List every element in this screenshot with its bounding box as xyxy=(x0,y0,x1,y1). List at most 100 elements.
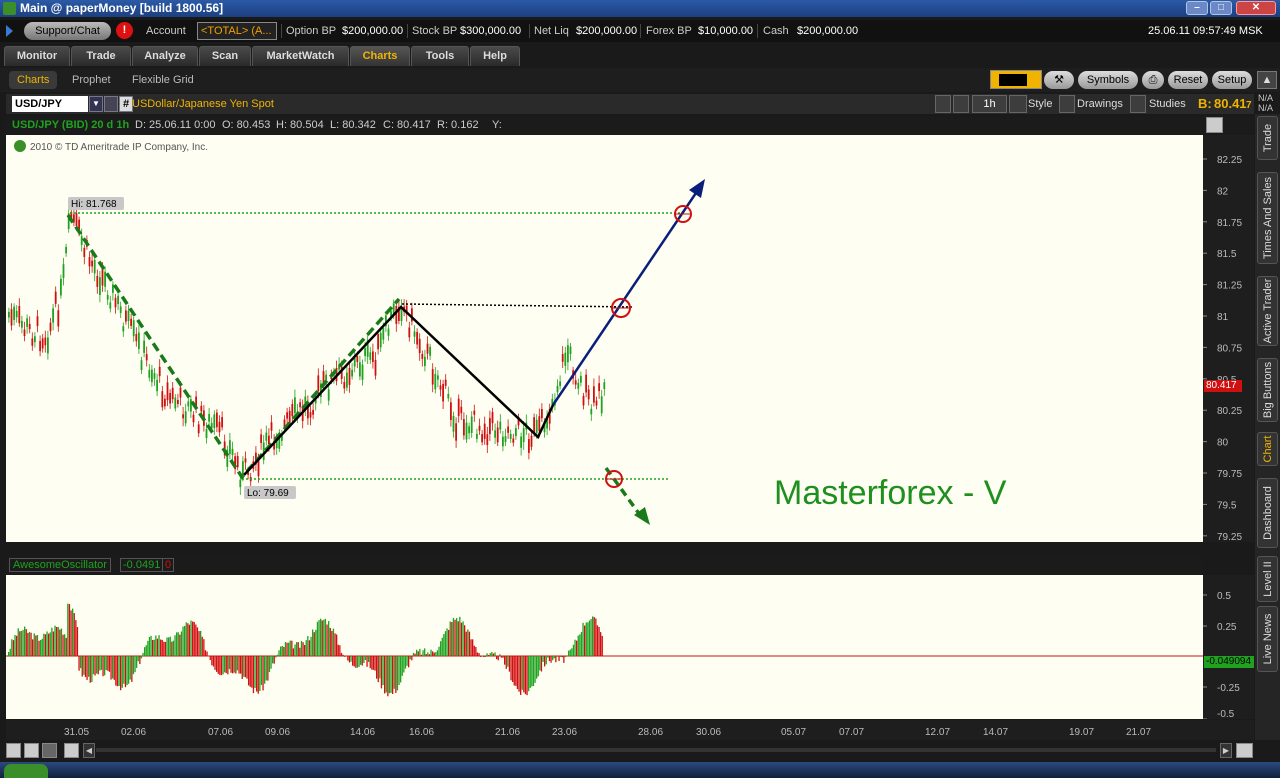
candle xyxy=(574,380,577,385)
side-tab-chart[interactable]: Chart xyxy=(1257,432,1278,466)
wrench-icon[interactable]: ⚒ xyxy=(1044,71,1074,89)
osc-bar xyxy=(537,656,539,677)
tab-tools[interactable]: Tools xyxy=(411,46,469,66)
chart-style-icon[interactable] xyxy=(1009,95,1027,113)
setup-button[interactable]: Setup xyxy=(1212,71,1252,89)
candle xyxy=(23,329,26,337)
date-tick: 12.07 xyxy=(925,727,950,738)
osc-bar xyxy=(363,656,365,664)
navy-arrowhead xyxy=(689,179,705,198)
oscillator-chart[interactable] xyxy=(6,575,1203,719)
info-close: C: 80.417 xyxy=(383,119,431,131)
osc-bar xyxy=(297,642,299,656)
zoom-icon[interactable] xyxy=(953,95,969,113)
subtab-flexible-grid[interactable]: Flexible Grid xyxy=(132,74,194,86)
scroll-right-icon[interactable]: ▶ xyxy=(1220,743,1232,758)
hash-button[interactable]: # xyxy=(119,96,133,112)
candle xyxy=(117,295,119,305)
osc-bar xyxy=(438,646,440,656)
osc-bar xyxy=(569,649,571,656)
candle xyxy=(418,338,421,354)
zoom-in-icon[interactable] xyxy=(24,743,39,758)
tab-analyze[interactable]: Analyze xyxy=(132,46,198,66)
osc-bar xyxy=(14,634,16,656)
side-tab-live-news[interactable]: Live News xyxy=(1257,606,1278,672)
copyright-text: 2010 © TD Ameritrade IP Company, Inc. xyxy=(30,142,208,153)
candle xyxy=(470,416,473,433)
osc-bar xyxy=(388,656,391,694)
account-selector[interactable]: <TOTAL> (A... xyxy=(197,22,277,40)
candle xyxy=(208,414,210,422)
scroll-left-icon[interactable]: ◀ xyxy=(83,743,95,758)
tab-help[interactable]: Help xyxy=(470,46,520,66)
osc-bar xyxy=(464,625,466,656)
crosshair-icon[interactable] xyxy=(935,95,951,113)
osc-bar xyxy=(416,649,418,656)
oscillator-name[interactable]: AwesomeOscillator xyxy=(9,558,111,572)
side-tab-dashboard[interactable]: Dashboard xyxy=(1257,478,1278,548)
horizontal-scrollbar[interactable] xyxy=(96,748,1216,752)
side-tab-big-buttons[interactable]: Big Buttons xyxy=(1257,358,1278,422)
chart-settings-icon[interactable] xyxy=(1206,117,1223,133)
reset-button[interactable]: Reset xyxy=(1168,71,1208,89)
subtab-prophet[interactable]: Prophet xyxy=(72,74,111,86)
maximize-icon[interactable]: □ xyxy=(1210,1,1232,15)
candle xyxy=(221,417,223,428)
osc-bar xyxy=(494,652,496,656)
date-tick: 21.07 xyxy=(1126,727,1151,738)
osc-bar xyxy=(379,656,381,679)
osc-bar xyxy=(108,656,111,672)
pencil-icon[interactable] xyxy=(1059,95,1075,113)
osc-bar xyxy=(484,656,487,658)
osc-bar xyxy=(497,656,499,661)
osc-bar xyxy=(340,652,343,656)
collapse-arrow-icon[interactable] xyxy=(6,25,13,37)
cursor-icon[interactable] xyxy=(64,743,79,758)
price-chart[interactable]: Hi: 81.768 Lo: 79.69 2010 © TD Ameritrad… xyxy=(6,135,1203,542)
start-button[interactable] xyxy=(4,764,48,778)
alert-icon[interactable]: ! xyxy=(116,22,133,39)
side-tab-trade[interactable]: Trade xyxy=(1257,116,1278,160)
candle xyxy=(437,375,439,380)
tab-scan[interactable]: Scan xyxy=(199,46,251,66)
studies-icon[interactable] xyxy=(1130,95,1146,113)
candle xyxy=(587,389,590,400)
subtab-charts[interactable]: Charts xyxy=(9,71,58,89)
tab-charts[interactable]: Charts xyxy=(350,46,410,66)
print-icon[interactable]: ⎙ xyxy=(1142,71,1164,89)
support-chat-button[interactable]: Support/Chat xyxy=(24,22,111,40)
osc-bar xyxy=(148,637,151,656)
date-tick: 28.06 xyxy=(638,727,663,738)
tab-marketwatch[interactable]: MarketWatch xyxy=(252,46,349,66)
side-tab-level-ii[interactable]: Level II xyxy=(1257,556,1278,602)
osc-bar xyxy=(83,656,85,675)
candle xyxy=(392,303,395,314)
osc-bar xyxy=(396,656,399,691)
fast-forward-icon[interactable] xyxy=(1236,743,1253,758)
drawings-button[interactable]: Drawings xyxy=(1077,98,1123,110)
side-tab-times-and-sales[interactable]: Times And Sales xyxy=(1257,172,1278,264)
symbol-input[interactable]: USD/JPY xyxy=(12,96,88,112)
minimize-icon[interactable]: – xyxy=(1186,1,1208,15)
symbol-dropdown-icon[interactable]: ▼ xyxy=(89,96,103,112)
style-button[interactable]: Style xyxy=(1028,98,1053,110)
candle xyxy=(57,310,60,327)
candle xyxy=(502,436,504,447)
tab-monitor[interactable]: Monitor xyxy=(4,46,70,66)
grid-layout-icon[interactable] xyxy=(6,743,21,758)
timeframe-button[interactable]: 1h xyxy=(972,95,1007,113)
osc-bar xyxy=(313,632,315,656)
symbols-button[interactable]: Symbols xyxy=(1078,71,1138,89)
close-icon[interactable]: ✕ xyxy=(1236,1,1276,15)
zoom-out-icon[interactable] xyxy=(42,743,57,758)
candle xyxy=(182,414,184,419)
side-tab-active-trader[interactable]: Active Trader xyxy=(1257,276,1278,346)
scroll-up-icon[interactable]: ▲ xyxy=(1257,71,1277,89)
date-tick: 19.07 xyxy=(1069,727,1094,738)
osc-bar xyxy=(443,634,445,656)
color-swatch[interactable] xyxy=(990,70,1042,89)
studies-button[interactable]: Studies xyxy=(1149,98,1186,110)
tab-trade[interactable]: Trade xyxy=(71,46,131,66)
osc-bar xyxy=(240,656,242,674)
link-icon[interactable] xyxy=(104,96,118,112)
